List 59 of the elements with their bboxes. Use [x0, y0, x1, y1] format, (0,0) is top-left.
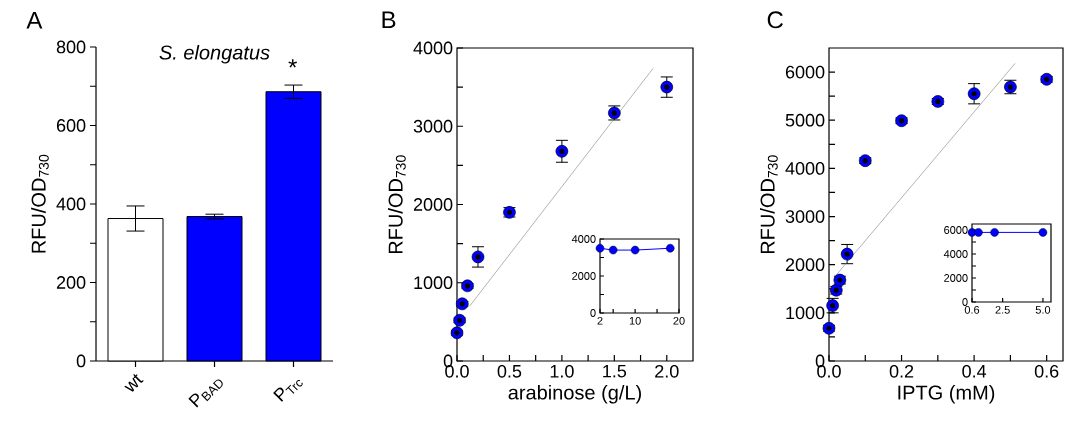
y-tick-label: 3000 — [785, 210, 825, 223]
y-tick-label: 4000 — [413, 41, 453, 55]
point — [829, 283, 843, 297]
y-tick-label: 2000 — [785, 258, 825, 272]
x-tick-label: 2.5 — [995, 305, 1010, 314]
point — [453, 314, 466, 327]
x-tick-label: 0.4 — [962, 364, 987, 378]
chart-title: S. elongatus — [159, 44, 270, 64]
x-tick-label: P$_{Trc}$ — [273, 380, 303, 402]
x-tick-label: 0.2 — [889, 364, 914, 378]
y-tick-label: 6000 — [785, 65, 825, 79]
x-axis-title: IPTG (mM) — [898, 384, 995, 404]
point — [840, 247, 854, 261]
x-axis-title: arabinose (g/L) — [508, 384, 641, 404]
point — [822, 321, 836, 335]
x-tick-label: 1.0 — [550, 364, 574, 378]
point — [450, 326, 464, 340]
y-tick-label: 4000 — [571, 235, 596, 243]
text: C — [767, 11, 783, 29]
y-tick-label: 600 — [56, 119, 86, 132]
y-tick-label: 3000 — [413, 119, 453, 133]
x-tick-label: 1.5 — [603, 364, 627, 378]
y-axis-title: RFU/OD$_{730}$ — [760, 155, 778, 254]
y-tick-label: 1000 — [786, 306, 825, 320]
y-tick-label: 2000 — [572, 272, 596, 280]
y-tick-label: 0 — [590, 309, 596, 317]
x-tick-label: 2.0 — [655, 364, 679, 378]
x-tick-label: 2 — [597, 316, 603, 325]
y-tick-label: 200 — [56, 276, 86, 289]
text: A — [26, 12, 43, 29]
y-tick-label: 6000 — [944, 226, 968, 234]
point — [826, 299, 839, 312]
point — [461, 279, 474, 293]
y-tick-label: 0 — [962, 298, 968, 306]
y-tick-label: 800 — [56, 40, 86, 54]
y-tick-label: 2000 — [944, 274, 968, 282]
y-tick-label: 4000 — [785, 161, 825, 175]
point — [967, 87, 981, 101]
x-tick-label: wt — [124, 374, 144, 392]
x-tick-label: 0.5 — [497, 364, 522, 378]
y-tick-label: 0 — [76, 354, 86, 368]
y-axis-title: RFU/OD$_{730}$ — [388, 155, 406, 254]
y-tick-label: 4000 — [943, 250, 968, 258]
x-tick-label: 0.6 — [1034, 364, 1059, 378]
text: B — [382, 11, 396, 29]
point — [455, 297, 469, 311]
y-axis-title: RFU/OD$_{730}$ — [31, 154, 49, 253]
y-tick-label: 1000 — [414, 276, 453, 290]
point — [555, 144, 569, 158]
x-tick-label: 10 — [629, 316, 641, 325]
x-tick-label: 0.6 — [964, 305, 980, 314]
point — [660, 80, 674, 94]
y-tick-label: 5000 — [785, 113, 825, 127]
x-tick-label: 20 — [673, 316, 685, 325]
y-tick-label: 400 — [56, 197, 86, 211]
point — [471, 250, 485, 264]
annotation: * — [288, 59, 298, 68]
x-tick-label: 5.0 — [1035, 305, 1051, 314]
y-tick-label: 2000 — [413, 198, 453, 211]
